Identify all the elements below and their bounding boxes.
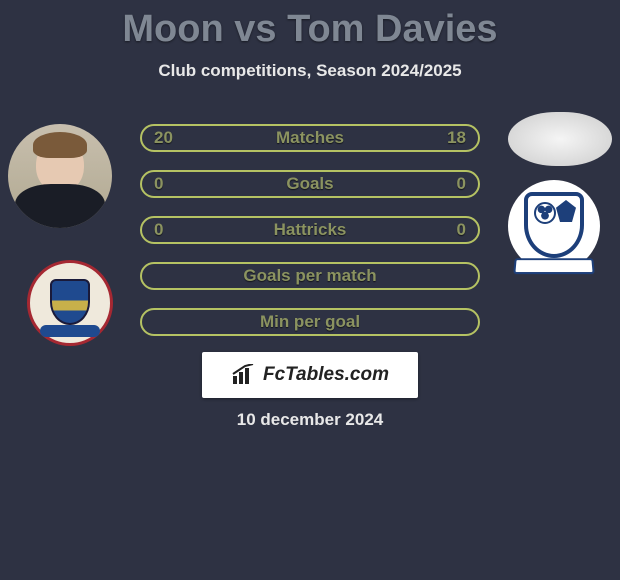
stat-row-min-per-goal: Min per goal (140, 308, 480, 336)
crest-banner (40, 325, 100, 337)
watermark-text: FcTables.com (263, 364, 389, 386)
stat-left-value: 0 (154, 220, 163, 240)
stat-row-hattricks: 0 Hattricks 0 (140, 216, 480, 244)
watermark-box: FcTables.com (202, 352, 418, 398)
player-right-avatar (508, 112, 612, 166)
bar-chart-icon (231, 364, 257, 386)
page-title: Moon vs Tom Davies (0, 0, 620, 51)
stat-right-value: 0 (457, 174, 466, 194)
stat-right-value: 0 (457, 220, 466, 240)
crest-banner (513, 258, 595, 274)
stat-left-value: 0 (154, 174, 163, 194)
stat-row-goals-per-match: Goals per match (140, 262, 480, 290)
avatar-hair (33, 132, 87, 158)
date-text: 10 december 2024 (0, 410, 620, 430)
crest-shield (50, 279, 90, 325)
stat-label: Goals (286, 174, 333, 194)
stat-right-value: 18 (447, 128, 466, 148)
stat-row-matches: 20 Matches 18 (140, 124, 480, 152)
crest-shield (524, 192, 584, 258)
club-crest-left (27, 260, 113, 346)
stats-panel: 20 Matches 18 0 Goals 0 0 Hattricks 0 Go… (140, 124, 480, 354)
stat-label: Min per goal (260, 312, 360, 332)
subtitle: Club competitions, Season 2024/2025 (0, 61, 620, 81)
stat-label: Matches (276, 128, 344, 148)
player-left-avatar (8, 124, 112, 228)
stat-row-goals: 0 Goals 0 (140, 170, 480, 198)
club-crest-right (508, 180, 600, 272)
stat-label: Hattricks (274, 220, 347, 240)
stat-label: Goals per match (243, 266, 376, 286)
stat-left-value: 20 (154, 128, 173, 148)
